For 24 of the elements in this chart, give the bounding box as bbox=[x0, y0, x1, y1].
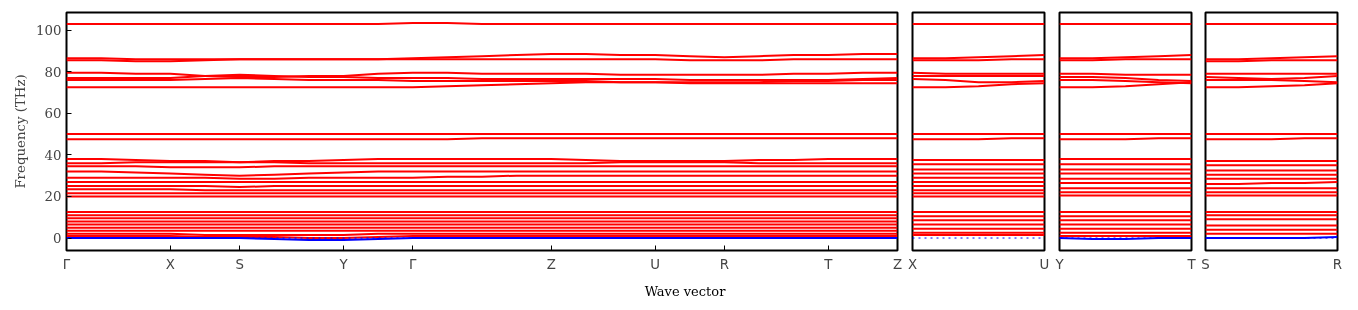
x-tick-label: R bbox=[719, 256, 730, 272]
y-tick-label: 40 bbox=[44, 147, 62, 163]
x-tick-label: T bbox=[823, 256, 834, 272]
y-tick-label: 0 bbox=[53, 231, 62, 247]
y-tick-label: 20 bbox=[44, 189, 62, 205]
x-tick-label: Z bbox=[892, 256, 903, 272]
x-tick-label: X bbox=[907, 256, 918, 272]
x-tick-label: Z bbox=[546, 256, 556, 272]
x-tick-label: U bbox=[1039, 256, 1050, 272]
x-tick-label: R bbox=[1332, 256, 1343, 272]
x-tick-label: X bbox=[165, 256, 175, 272]
x-tick-label: Γ bbox=[62, 256, 71, 272]
x-tick-label: Γ bbox=[409, 256, 418, 272]
x-tick-label: U bbox=[650, 256, 661, 272]
y-tick-label: 100 bbox=[36, 23, 62, 39]
x-tick-label: Y bbox=[1054, 256, 1065, 272]
y-tick-label: 60 bbox=[44, 106, 62, 122]
y-tick-label: 80 bbox=[44, 64, 62, 80]
x-axis-title: Wave vector bbox=[644, 283, 726, 301]
x-tick-label: S bbox=[235, 256, 244, 272]
x-tick-label: Y bbox=[338, 256, 349, 272]
x-tick-label: S bbox=[1201, 256, 1210, 272]
y-axis-title: Frequency (THz) bbox=[13, 74, 29, 189]
x-tick-label: T bbox=[1186, 256, 1197, 272]
